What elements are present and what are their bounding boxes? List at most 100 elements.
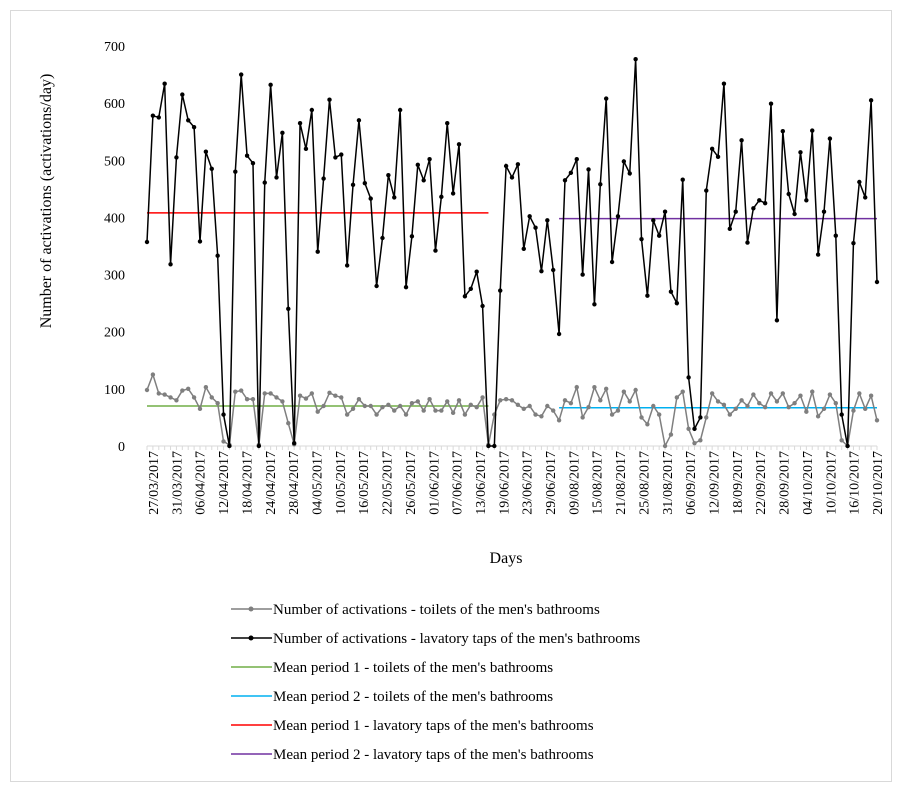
data-point-toilets (645, 422, 650, 427)
data-point-toilets (286, 420, 291, 426)
data-point-toilets (350, 406, 356, 412)
data-point-toilets (562, 398, 568, 403)
data-point-taps (721, 81, 727, 86)
data-point-toilets (609, 412, 615, 417)
data-point-toilets (857, 391, 862, 396)
data-point-toilets (709, 391, 715, 396)
data-point-toilets (180, 388, 185, 393)
data-point-taps (427, 156, 432, 162)
data-point-taps (845, 443, 850, 449)
data-point-toilets (280, 399, 285, 404)
data-point-toilets (810, 389, 815, 394)
data-point-taps (456, 142, 462, 147)
data-point-taps (203, 149, 209, 154)
data-point-taps (786, 191, 791, 197)
x-tick-label: 20/10/2017 (871, 451, 886, 515)
chart-frame: 0 100 200 300 400 500 600 700 27/03/2017 31/03/2… (10, 10, 892, 782)
data-point-taps (397, 107, 403, 113)
x-tick-label: 24/04/2017 (264, 451, 279, 515)
data-point-toilets (656, 412, 662, 417)
data-point-taps (833, 233, 838, 238)
x-tick-label: 28/04/2017 (287, 451, 302, 515)
data-point-toilets (333, 393, 338, 398)
data-point-toilets (274, 395, 279, 400)
data-point-toilets (515, 402, 521, 408)
data-point-taps (851, 240, 856, 246)
data-point-taps (674, 300, 680, 306)
data-point-toilets (215, 400, 220, 406)
x-tick-label: 12/09/2017 (708, 451, 723, 515)
data-point-toilets (156, 391, 161, 396)
y-tick-label: 200 (104, 326, 125, 341)
data-point-taps (739, 138, 744, 143)
data-point-taps (150, 113, 156, 118)
data-point-taps (297, 120, 303, 126)
data-point-toilets (321, 403, 326, 409)
data-point-taps (268, 82, 273, 88)
series-line-toilets (146, 372, 878, 449)
data-point-toilets (598, 398, 603, 403)
data-point-toilets (580, 415, 585, 420)
data-point-toilets (680, 389, 685, 394)
data-point-toilets (715, 399, 721, 404)
data-point-taps (627, 171, 632, 176)
data-point-taps (415, 162, 421, 168)
data-point-taps (810, 128, 815, 133)
data-point-toilets (403, 412, 409, 417)
legend-marker (248, 635, 254, 641)
data-point-taps (209, 166, 214, 172)
data-point-taps (215, 253, 220, 258)
data-point-taps (197, 239, 203, 244)
data-point-toilets (327, 390, 332, 396)
data-point-taps (857, 179, 862, 185)
data-point-taps (662, 209, 668, 214)
data-point-taps (439, 194, 444, 200)
data-point-toilets (839, 438, 844, 443)
x-tick-label: 27/03/2017 (147, 451, 162, 515)
data-point-taps (492, 443, 497, 449)
data-point-toilets (238, 388, 244, 393)
data-point-taps (709, 146, 715, 152)
data-point-toilets (521, 406, 526, 412)
data-point-toilets (221, 439, 226, 444)
data-point-taps (262, 180, 267, 185)
data-point-taps (144, 239, 150, 245)
x-tick-label: 16/10/2017 (848, 451, 863, 515)
data-point-taps (574, 156, 579, 162)
mean-lines (147, 212, 877, 409)
data-point-taps (409, 234, 415, 239)
data-point-toilets (339, 395, 344, 400)
data-point-taps (603, 96, 609, 101)
data-point-toilets (374, 412, 379, 417)
data-point-toilets (415, 399, 421, 404)
data-point-toilets (315, 409, 320, 414)
data-point-toilets (527, 403, 532, 409)
data-point-toilets (368, 403, 373, 409)
data-point-taps (715, 154, 721, 160)
data-point-taps (698, 415, 703, 420)
data-point-toilets (757, 400, 762, 406)
data-point-taps (392, 195, 397, 200)
data-point-taps (798, 150, 803, 155)
data-point-taps (656, 233, 662, 238)
x-tick-label: 19/06/2017 (497, 451, 512, 515)
data-point-taps (804, 198, 809, 203)
x-tick-label: 01/06/2017 (427, 451, 442, 515)
data-point-taps (238, 72, 244, 77)
data-point-toilets (191, 395, 197, 400)
data-point-taps (327, 97, 332, 102)
data-point-toilets (556, 418, 562, 423)
data-point-toilets (727, 412, 733, 417)
data-point-taps (668, 289, 674, 294)
legend-label: Number of activations - lavatory taps of… (273, 631, 640, 647)
data-point-taps (221, 412, 226, 417)
x-tick-label: 28/09/2017 (778, 451, 793, 515)
data-point-toilets (780, 391, 786, 396)
data-point-taps (462, 294, 468, 299)
data-point-toilets (439, 408, 444, 413)
data-point-taps (356, 118, 362, 123)
data-point-taps (280, 130, 285, 136)
data-point-taps (609, 259, 615, 265)
y-tick-label: 500 (104, 154, 125, 169)
data-point-taps (815, 252, 821, 257)
